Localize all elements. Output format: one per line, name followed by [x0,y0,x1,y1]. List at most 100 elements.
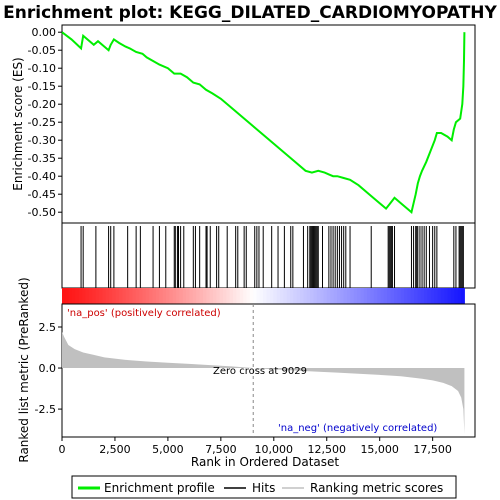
color-bar-segment [300,288,304,304]
es-tick-label: 0.00 [32,26,57,39]
color-bar-segment [420,288,425,304]
x-tick-label: 10,000 [255,443,294,456]
legend: Enrichment profile Hits Ranking metric s… [71,475,457,499]
es-tick-label: -0.15 [28,80,56,93]
color-bar-segment [360,288,365,304]
color-bar-segment [135,288,140,304]
es-y-axis: 0.00 -0.05 -0.10 -0.15 -0.20 -0.25 -0.30 -0.35 -… [28,26,62,219]
color-bar-segment [330,288,335,304]
legend-hits-label: Hits [252,481,275,495]
color-bar-segment [159,288,164,304]
es-y-axis-label: Enrichment score (ES) [11,57,25,190]
color-bar-segment [152,288,157,304]
color-bar-segment [430,288,435,304]
x-tick-label: 2,500 [99,443,131,456]
es-panel-frame [61,24,476,224]
color-bar-segment [263,288,268,304]
color-bar-segment [400,288,405,304]
color-bar-segment [437,288,442,304]
positive-correlation-label: 'na_pos' (positively correlated) [67,308,221,319]
es-tick-label: -0.05 [28,44,56,57]
color-bar-segment [176,288,180,304]
color-bar-segment [122,288,127,304]
color-bar-segment [380,288,385,304]
color-bar-segment [461,288,465,304]
es-tick-label: -0.40 [28,170,56,183]
color-bar-segment [276,288,281,304]
color-bar-segment [119,288,123,304]
color-bar-segment [142,288,147,304]
color-bar-segment [149,288,154,304]
color-bar-segment [417,288,422,304]
color-bar-segment [65,288,70,304]
metric-tick-label: -2.5 [35,403,56,416]
es-tick-label: -0.30 [28,134,56,147]
negative-correlation-label: 'na_neg' (negatively correlated) [278,423,437,434]
color-bar-segment [189,288,194,304]
color-bar-segment [390,288,395,304]
color-bar-segment [269,288,274,304]
hit-markers [80,226,464,288]
es-tick-label: -0.50 [28,206,56,219]
color-bar-segment [78,288,83,304]
color-bar-segment [192,288,197,304]
color-bar-segment [256,288,261,304]
metric-tick-label: 0.0 [39,362,57,375]
color-bar-segment [333,288,338,304]
color-bar-segment [108,288,113,304]
x-axis: 0 2,500 5,000 7,500 10,000 12,500 15,000 17,500 [59,437,452,456]
color-bar-segment [353,288,358,304]
ranking-color-bar [62,288,465,304]
color-bar-segment [340,288,345,304]
color-bar-segment [129,288,133,304]
color-bar-segment [219,288,224,304]
legend-frame [71,475,457,499]
color-bar-segment [196,288,200,304]
color-bar-segment [216,288,221,304]
color-bar-segment [112,288,117,304]
color-bar-segment [387,288,392,304]
color-bar-segment [253,288,257,304]
color-bar-segment [373,288,378,304]
color-bar-segment [343,288,348,304]
color-bar-segment [229,288,234,304]
x-tick-label: 15,000 [360,443,399,456]
color-bar-segment [239,288,244,304]
color-bar-segment [62,288,66,304]
color-bar-segment [347,288,351,304]
color-bar-segment [259,288,264,304]
color-bar-segment [75,288,80,304]
color-bar-segment [226,288,231,304]
color-bar-segment [249,288,254,304]
color-bar-segment [246,288,251,304]
color-bar-segment [404,288,408,304]
color-bar-segment [424,288,429,304]
color-bar-segment [162,288,167,304]
color-bar-segment [367,288,372,304]
color-bar-segment [323,288,328,304]
metric-y-axis-label: Ranked list metric (PreRanked) [17,277,31,462]
enrichment-profile-polyline [61,31,466,215]
color-bar-segment [407,288,412,304]
color-bar-segment [82,288,86,304]
color-bar-segment [440,288,445,304]
color-bar-segment [427,288,432,304]
color-bar-segment [179,288,184,304]
color-bar-segment [88,288,93,304]
color-bar-segment [233,288,237,304]
color-bar-segment [383,288,388,304]
ranking-metric-fill [62,331,465,434]
x-tick-label: 5,000 [152,443,184,456]
color-bar-segment [306,288,311,304]
color-bar-segment [105,288,110,304]
color-bar-segment [397,288,402,304]
hits-panel-frame [61,222,476,289]
x-tick-label: 12,500 [307,443,346,456]
color-bar-segment [293,288,298,304]
color-bar-segment [92,288,97,304]
color-bar-segment [414,288,418,304]
metric-y-axis: 2.5 0.0 -2.5 [35,321,62,416]
color-bar-segment [296,288,301,304]
color-bar-segment [450,288,455,304]
